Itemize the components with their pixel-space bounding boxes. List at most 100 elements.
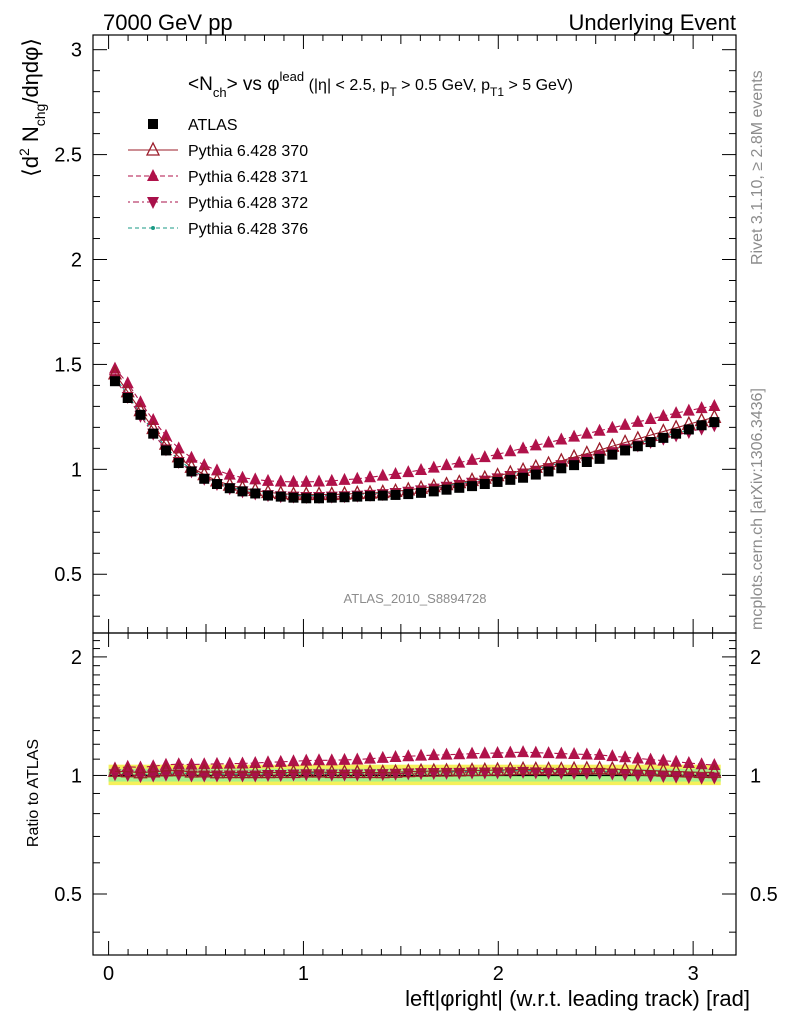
series-1-ratio-line	[114, 768, 715, 774]
series-0-point	[518, 472, 529, 483]
series-0-point	[250, 488, 261, 499]
series-2-point	[453, 455, 466, 468]
y-axis-label: ⟨d2 Nchg/dηdφ⟩	[16, 38, 48, 177]
series-1-ratio-point	[375, 764, 390, 779]
series-1-ratio-point	[337, 764, 352, 779]
series-1-ratio-point	[209, 764, 225, 779]
series-1-ratio-point	[146, 763, 161, 778]
series-0-point	[671, 428, 682, 439]
series-0-point	[377, 490, 388, 501]
series-1-ratio-point	[618, 761, 633, 776]
series-3-ratio-point	[682, 772, 695, 785]
ratio-panel: 0.5 1 2 0.5 1 2 Ratio to ATLAS	[25, 632, 778, 956]
series-0-point	[658, 432, 669, 443]
series-2-point	[606, 420, 619, 433]
series-2-point	[351, 471, 364, 484]
series-2-ratio-point	[542, 746, 555, 759]
series-2-point	[159, 428, 172, 441]
series-0-point	[594, 453, 605, 464]
series-0-point	[339, 492, 350, 503]
series-2-ratio-point	[682, 755, 695, 768]
series-2-point	[376, 468, 389, 481]
y-tick-label: 1	[71, 459, 82, 481]
series-3-ratio-point	[631, 769, 644, 782]
series-2-ratio-point	[593, 747, 606, 760]
series-2-ratio-point	[555, 746, 568, 759]
series-2-point	[287, 474, 300, 487]
series-1-ratio-point	[388, 763, 403, 778]
series-2-ratio-point	[261, 755, 274, 768]
series-3-ratio-point	[210, 770, 223, 783]
series-2-point	[210, 463, 223, 476]
series-2-ratio-point	[210, 756, 223, 769]
series-2-point	[313, 474, 326, 487]
series-0-point	[467, 481, 478, 492]
series-2-point	[504, 444, 517, 457]
series-0-point	[479, 479, 490, 490]
ratio-axis-label: Ratio to ATLAS	[25, 739, 42, 847]
series-0-point	[556, 463, 567, 474]
series-2-ratio-point	[338, 752, 351, 765]
legend-marker-4	[151, 226, 155, 230]
watermark: ATLAS_2010_S8894728	[344, 591, 487, 606]
legend-marker-1	[145, 141, 161, 156]
series-2-point	[644, 411, 657, 424]
series-2-ratio-point	[670, 754, 683, 767]
ratio-marks	[107, 745, 722, 785]
x-tick-label: 3	[688, 963, 699, 985]
series-2-ratio-point	[351, 752, 364, 765]
ratio-y-tick-label: 0.5	[54, 884, 82, 906]
series-2-ratio-point	[364, 751, 377, 764]
legend-marker-2	[147, 169, 159, 181]
series-2-ratio-point	[695, 757, 708, 770]
series-0-point	[109, 376, 120, 387]
series-2-ratio-point	[657, 753, 670, 766]
series-2-ratio-point	[568, 747, 581, 760]
series-1-ratio-point	[133, 764, 148, 779]
series-1-ratio-point	[235, 764, 250, 779]
series-3-ratio-point	[249, 770, 262, 783]
series-2-point	[121, 376, 134, 389]
series-1-ratio-point	[260, 764, 276, 779]
series-2-ratio-point	[198, 757, 211, 770]
series-0-point	[352, 491, 363, 502]
series-3-ratio-point	[644, 770, 657, 783]
series-1-ratio-point	[464, 762, 480, 777]
series-0-point	[403, 489, 414, 500]
series-0-point	[390, 489, 401, 500]
series-0-point	[607, 449, 618, 460]
series-2-point	[249, 472, 262, 485]
series-2-point	[478, 450, 491, 463]
series-0-point	[454, 482, 465, 493]
series-1-ratio-point	[107, 762, 123, 777]
y-tick-label: 2.5	[54, 145, 82, 167]
series-2-point	[555, 432, 568, 445]
ratio-frame	[92, 632, 737, 956]
series-1-ratio-point	[567, 760, 582, 775]
series-0-point	[211, 479, 222, 490]
series-2-ratio-point	[580, 747, 593, 760]
series-2-point	[389, 466, 402, 479]
y-tick-label: 1.5	[54, 354, 82, 376]
series-0-point	[365, 491, 376, 502]
series-0-point	[326, 492, 337, 503]
series-2-point	[172, 441, 185, 454]
series-0-point	[314, 493, 325, 504]
ratio-y-tick-labels-right: 0.5 1 2	[750, 647, 778, 906]
legend-label-3: Pythia 6.428 372	[188, 195, 308, 212]
series-2-point	[568, 429, 581, 442]
series-2-point	[708, 398, 721, 411]
series-1-ratio-point	[171, 762, 186, 777]
series-2-point	[517, 441, 530, 454]
series-2-ratio-point	[427, 748, 440, 761]
series-2-ratio-point	[529, 745, 542, 758]
series-2-point	[185, 450, 198, 463]
series-2-ratio-point	[644, 752, 657, 765]
series-2-ratio-point	[287, 754, 300, 767]
series-2-point	[300, 474, 313, 487]
series-0-point	[492, 476, 503, 487]
main-ticks	[93, 35, 736, 633]
series-2-ratio-point	[631, 751, 644, 764]
series-1-ratio-point	[630, 761, 645, 776]
